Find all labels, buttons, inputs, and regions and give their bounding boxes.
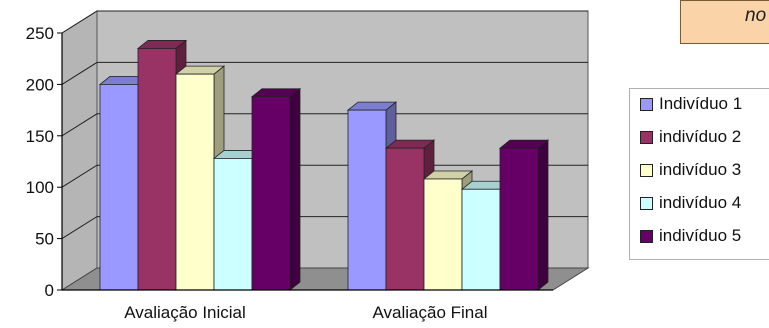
legend-label: indivíduo 2: [659, 127, 742, 146]
y-tick-label: 200: [26, 75, 54, 94]
x-category-label: Avaliação Final: [373, 303, 488, 322]
note-box: no: [680, 0, 769, 44]
chart-axis: [61, 33, 553, 291]
legend-item: indivíduo 2: [640, 127, 741, 147]
legend-label: Indivíduo 1: [659, 94, 743, 113]
bar-1-5: [250, 87, 302, 291]
legend-swatch: [640, 130, 653, 144]
legend-swatch: [640, 196, 653, 210]
y-tick-label: 0: [45, 281, 54, 300]
y-tick-label: 100: [26, 178, 54, 197]
y-tick-label: 150: [26, 127, 54, 146]
legend-label: indivíduo 4: [659, 193, 742, 212]
y-tick-label: 250: [26, 24, 54, 43]
legend-swatch: [640, 97, 653, 111]
legend-swatch: [640, 229, 653, 243]
chart-bars: [98, 39, 550, 291]
legend-swatch: [640, 163, 653, 177]
y-axis-ticks: 0 50 100 150 200 250: [26, 24, 62, 300]
chart-legend: Indivíduo 1 indivíduo 2 indivíduo 3 indivíd…: [629, 88, 769, 260]
note-text: no: [745, 5, 767, 26]
x-category-label: Avaliação Inicial: [124, 303, 246, 322]
y-tick-label: 50: [35, 230, 54, 249]
legend-item: indivíduo 5: [640, 226, 741, 246]
bar-2-5: [498, 139, 550, 291]
legend-item: indivíduo 4: [640, 193, 741, 213]
legend-label: indivíduo 5: [659, 226, 742, 245]
legend-label: indivíduo 3: [659, 160, 742, 179]
legend-item: Indivíduo 1: [640, 94, 742, 114]
legend-item: indivíduo 3: [640, 160, 741, 180]
x-axis-categories: Avaliação Inicial Avaliação Final: [124, 303, 487, 322]
